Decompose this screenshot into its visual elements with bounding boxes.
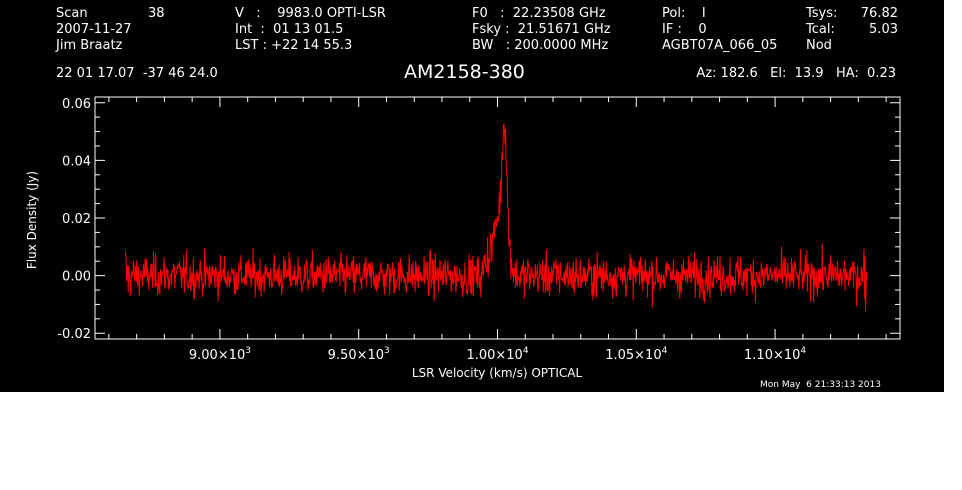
x-tick-label: 9.00×103 <box>189 346 251 363</box>
spectrum-chart: -0.02 0.00 0.02 0.04 0.06 9.00×103 9.50×103 1.0… <box>25 96 901 380</box>
lst-info: LST : +22 14 55.3 <box>235 38 353 53</box>
plot-panel: Scan 38 2007-11-27 Jim Braatz V : 9983.0… <box>0 0 944 392</box>
source-name: AM2158-380 <box>404 61 525 83</box>
observer: Jim Braatz <box>56 38 123 53</box>
x-tick-label: 1.00×104 <box>466 346 528 363</box>
sky-frequency: Fsky : 21.51671 GHz <box>472 22 611 37</box>
x-tick-label: 9.50×103 <box>328 346 390 363</box>
velocity-info: V : 9983.0 OPTI-LSR <box>235 6 386 21</box>
x-tick-label: 1.10×104 <box>744 346 806 363</box>
tcal-label: Tcal: <box>806 22 835 37</box>
y-axis-label: Flux Density (Jy) <box>25 171 39 269</box>
project-id: AGBT07A_066_05 <box>662 38 778 53</box>
y-tick-label: 0.02 <box>62 212 91 227</box>
x-tick-label: 1.05×104 <box>605 346 667 363</box>
procedure: Nod <box>806 38 832 53</box>
source-coordinates: 22 01 17.07 -37 46 24.0 <box>56 66 218 81</box>
polarization: Pol: I <box>662 6 706 21</box>
y-tick-label: 0.00 <box>62 270 91 285</box>
integration-info: Int : 01 13 01.5 <box>235 22 344 37</box>
x-axis-label: LSR Velocity (km/s) OPTICAL <box>412 366 583 380</box>
if-number: IF : 0 <box>662 22 707 37</box>
scan-label: Scan <box>56 6 88 21</box>
obs-date: 2007-11-27 <box>56 22 132 37</box>
rest-frequency: F0 : 22.23508 GHz <box>472 6 606 21</box>
tsys-label: Tsys: <box>806 6 838 21</box>
y-tick-label: 0.04 <box>62 154 91 169</box>
pointing-info: Az: 182.6 El: 13.9 HA: 0.23 <box>696 66 896 81</box>
tcal-value: 5.03 <box>869 22 898 37</box>
spectrum-line <box>125 123 868 312</box>
y-tick-label: -0.02 <box>57 327 91 342</box>
bandwidth: BW : 200.0000 MHz <box>472 38 609 53</box>
plot-timestamp: Mon May 6 21:33:13 2013 <box>760 380 881 390</box>
y-tick-label: 0.06 <box>62 97 91 112</box>
tsys-value: 76.82 <box>860 6 898 21</box>
scan-number: 38 <box>148 6 165 21</box>
